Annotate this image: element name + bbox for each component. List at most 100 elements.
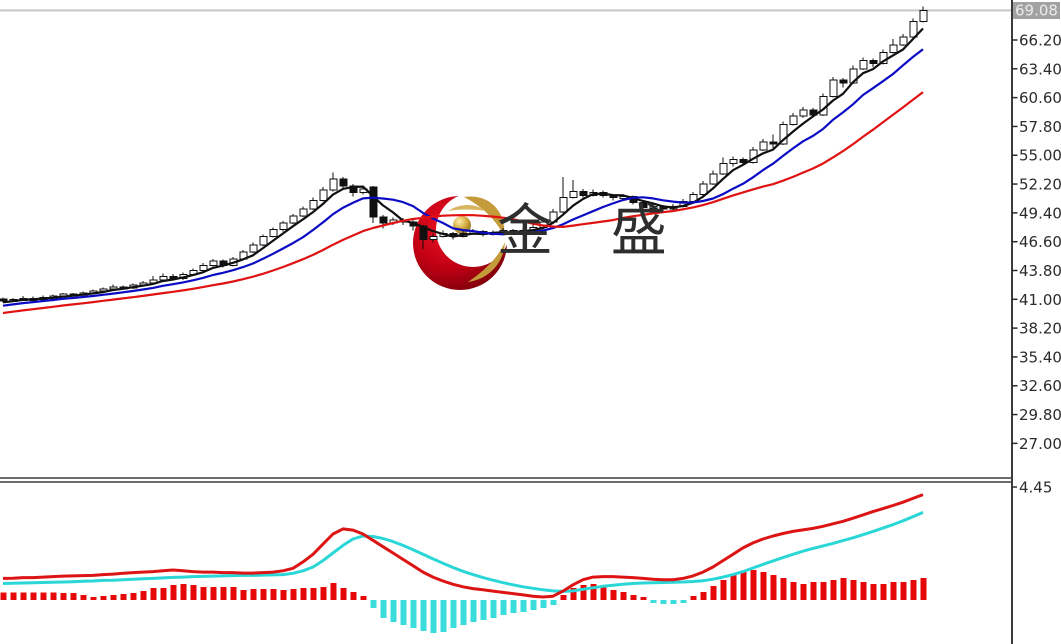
macd-bar-up: [720, 579, 727, 600]
macd-bar-down: [660, 600, 667, 605]
macd-bar-up: [260, 589, 267, 600]
candle-body: [799, 109, 808, 117]
macd-bar-up: [910, 579, 917, 600]
macd-bar-down: [470, 600, 477, 623]
candle-body: [199, 264, 208, 271]
moving-average-lines: [2, 27, 924, 315]
macd-bar-up: [160, 588, 167, 600]
macd-bar-down: [400, 600, 407, 625]
y-axis-label: 60.60: [1019, 89, 1061, 107]
macd-bar-down: [380, 600, 387, 619]
candle-body: [769, 141, 778, 145]
y-axis-label: 35.40: [1019, 348, 1061, 366]
macd-bar-up: [150, 588, 157, 600]
y-axis-label: 27.00: [1019, 435, 1061, 453]
macd-lines: [2, 493, 924, 599]
candle-body: [759, 141, 768, 151]
candle-body: [559, 196, 568, 213]
candle-body: [829, 79, 838, 98]
macd-bar-up: [740, 572, 747, 600]
macd-bar-up: [630, 594, 637, 600]
macd-bar-up: [750, 570, 757, 600]
macd-bar-up: [130, 592, 137, 600]
logo-gold-swirl: [448, 205, 486, 211]
macd-bar-up: [240, 590, 247, 600]
candle-body: [299, 208, 308, 217]
macd-axis-label: 4.45: [1019, 479, 1052, 497]
macd-histogram: [0, 570, 927, 634]
y-axis-label: 41.00: [1019, 291, 1061, 309]
macd-bar-down: [540, 600, 547, 608]
macd-bar-up: [70, 592, 77, 600]
candle-body: [889, 44, 898, 53]
y-axis-label: 52.20: [1019, 176, 1061, 194]
y-axis-label: 66.20: [1019, 32, 1061, 50]
macd-bar-down: [440, 600, 447, 633]
candle-body: [289, 215, 298, 224]
macd-dif-line: [2, 493, 924, 599]
y-axis-label: 43.80: [1019, 262, 1061, 280]
ma-long-line: [2, 91, 924, 315]
macd-bar-down: [390, 600, 397, 623]
macd-bar-down: [500, 600, 507, 615]
candle-body: [859, 60, 868, 70]
candle-body: [279, 222, 288, 230]
last-price-badge: [1013, 2, 1060, 19]
candle-body: [429, 236, 438, 241]
candle-body: [869, 60, 878, 65]
macd-bar-up: [800, 583, 807, 600]
macd-bar-up: [0, 592, 7, 600]
candle-body: [0, 298, 8, 302]
candle-body: [209, 260, 218, 266]
macd-bar-up: [90, 596, 97, 600]
macd-bar-up: [250, 589, 257, 600]
macd-bar-up: [10, 592, 17, 600]
macd-bar-up: [610, 590, 617, 600]
candle-body: [249, 244, 258, 253]
macd-bar-down: [670, 600, 677, 605]
macd-bar-up: [790, 581, 797, 600]
logo-gold-leaf-top: [464, 196, 505, 236]
macd-bar-up: [820, 581, 827, 600]
macd-bar-up: [200, 587, 207, 600]
macd-bar-up: [700, 592, 707, 600]
macd-bar-down: [430, 600, 437, 634]
candle-body: [699, 183, 708, 195]
watermark-text: 金 盛: [497, 199, 687, 264]
candle-body: [729, 158, 738, 164]
macd-bar-down: [450, 600, 457, 628]
candle-body: [369, 186, 378, 218]
macd-bar-up: [310, 588, 317, 600]
macd-bar-up: [760, 572, 767, 600]
macd-bar-up: [320, 587, 327, 600]
macd-bar-up: [100, 595, 107, 600]
candle-body: [579, 190, 588, 196]
price-scale[interactable]: 66.20 63.40 60.60 57.80 55.00 52.20 49.40 46.60…: [1011, 0, 1061, 644]
macd-bar-down: [680, 600, 687, 604]
macd-bar-up: [730, 575, 737, 600]
macd-bar-up: [860, 581, 867, 600]
macd-bar-up: [270, 589, 277, 600]
candle-body: [779, 123, 788, 145]
macd-bar-down: [530, 600, 537, 610]
candle-body: [649, 206, 658, 210]
candle-body: [719, 162, 728, 175]
candle-body: [339, 178, 348, 187]
macd-bar-up: [220, 587, 227, 600]
ma-short-line: [2, 27, 924, 304]
macd-bar-down: [550, 600, 557, 606]
y-axis-label: 55.00: [1019, 147, 1061, 165]
macd-bar-up: [190, 585, 197, 600]
macd-bar-up: [880, 583, 887, 600]
macd-bar-up: [210, 587, 217, 600]
macd-bar-up: [230, 587, 237, 600]
crescent-logo-icon: [413, 193, 510, 290]
macd-bar-up: [30, 592, 37, 600]
ma-medium-line: [2, 48, 924, 307]
macd-bar-up: [280, 590, 287, 600]
macd-bar-up: [920, 577, 927, 600]
y-axis-label: 49.40: [1019, 204, 1061, 222]
macd-bar-up: [110, 594, 117, 600]
candle-body: [259, 236, 268, 246]
macd-bar-up: [690, 595, 697, 600]
